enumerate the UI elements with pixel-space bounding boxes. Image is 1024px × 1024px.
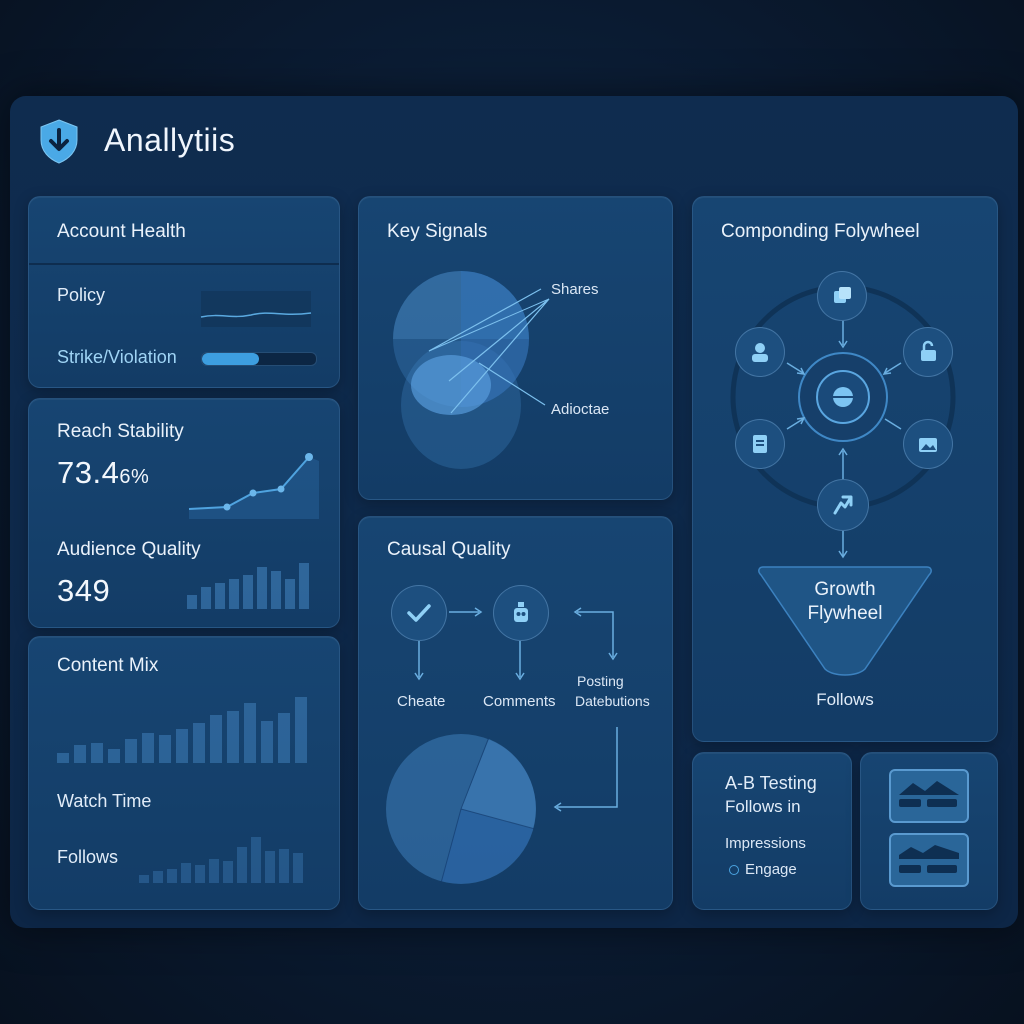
- reach-stability-value: 73.46%: [57, 455, 150, 490]
- flywheel-node-lock-icon[interactable]: [903, 327, 953, 377]
- app-header: Anallytiis: [38, 118, 438, 166]
- causal-node-label-cheate: Cheate: [397, 693, 446, 710]
- key-signals-card[interactable]: Key Signals Shares Adioctae: [358, 196, 673, 500]
- strike-progress-track: [201, 352, 317, 366]
- policy-sparkline: [200, 291, 312, 327]
- funnel-label-line1: Growth: [814, 579, 876, 600]
- reach-audience-card[interactable]: Reach Stability 73.46% Audience Quality …: [28, 398, 340, 628]
- causal-quality-title: Causal Quality: [387, 539, 511, 560]
- ab-testing-card[interactable]: A-B Testing Follows in Impressions Engag…: [692, 752, 852, 910]
- flywheel-node-top-icon[interactable]: [817, 271, 867, 321]
- account-health-card[interactable]: Account Health Policy Strike/Violation: [28, 196, 340, 388]
- growth-flywheel-funnel: [758, 566, 932, 676]
- causal-flow-arrows: [414, 607, 618, 812]
- key-signals-label-shares: Shares: [551, 281, 599, 298]
- flywheel-node-image-icon[interactable]: [903, 419, 953, 469]
- content-mix-bar-chart: [57, 697, 307, 763]
- content-mix-title: Content Mix: [57, 655, 159, 676]
- follows-bar-chart: [139, 837, 303, 883]
- flywheel-card[interactable]: Componding Folywheel Growth F: [692, 196, 998, 742]
- key-signals-label-adioctae: Adioctae: [551, 401, 610, 418]
- flywheel-node-document-icon[interactable]: [735, 419, 785, 469]
- strike-violation-label: Strike/Violation: [57, 347, 177, 367]
- content-mix-card[interactable]: Content Mix Watch Time Follows: [28, 636, 340, 910]
- flywheel-title: Componding Folywheel: [721, 221, 920, 242]
- variant-a-image-icon: [899, 781, 959, 807]
- ab-testing-title: A-B Testing: [725, 773, 817, 793]
- flywheel-node-share-icon[interactable]: [817, 479, 869, 531]
- variant-b-thumbnail[interactable]: [889, 833, 969, 887]
- reach-stability-suffix: 6%: [119, 466, 150, 488]
- impressions-label: Impressions: [725, 835, 806, 852]
- ab-variants-card[interactable]: [860, 752, 998, 910]
- divider: [29, 263, 339, 265]
- causal-posting-label: Posting: [577, 673, 624, 689]
- reach-stability-title: Reach Stability: [57, 421, 184, 442]
- variant-b-image-icon: [899, 845, 959, 873]
- audience-quality-bar-chart: [187, 563, 309, 609]
- shield-download-icon: [40, 119, 78, 164]
- strike-progress-fill: [202, 353, 259, 365]
- causal-quality-card[interactable]: Causal Quality Cheate Comments Posting D…: [358, 516, 673, 910]
- engage-dot-icon: [729, 865, 739, 875]
- watch-time-label: Watch Time: [57, 791, 152, 811]
- causal-quality-pie-chart: [386, 734, 536, 884]
- key-signals-title: Key Signals: [387, 221, 488, 242]
- causal-datebutions-label: Datebutions: [575, 693, 650, 709]
- follows-label: Follows: [57, 847, 119, 867]
- flywheel-node-user-icon[interactable]: [735, 327, 785, 377]
- policy-label: Policy: [57, 285, 106, 305]
- ab-testing-subtitle: Follows in: [725, 797, 801, 816]
- app-title: Anallytiis: [104, 122, 236, 158]
- account-health-title: Account Health: [57, 221, 186, 242]
- check-node-icon[interactable]: [391, 585, 447, 641]
- reach-stability-trend-chart: [188, 453, 319, 519]
- engage-label: Engage: [745, 861, 797, 878]
- variant-a-thumbnail[interactable]: [889, 769, 969, 823]
- robot-node-icon[interactable]: [493, 585, 549, 641]
- funnel-label-line2: Flywheel: [807, 603, 883, 624]
- key-signals-callout-lines: [428, 288, 550, 414]
- audience-quality-value: 349: [57, 573, 111, 608]
- audience-quality-title: Audience Quality: [57, 539, 201, 560]
- flywheel-footer-label: Follows: [816, 690, 874, 709]
- flywheel-diagram: [730, 284, 956, 559]
- causal-node-label-comments: Comments: [483, 693, 556, 710]
